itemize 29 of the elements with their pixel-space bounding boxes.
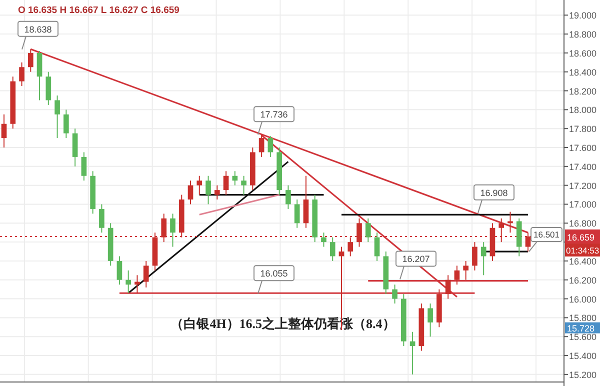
y-tick-label: 18.800 (569, 30, 597, 40)
y-tick-label: 17.800 (569, 124, 597, 134)
annotation: O 16.635 H 16.667 L 16.627 C 16.659 (18, 5, 180, 16)
ref-line-label: 16.659 (567, 232, 595, 242)
y-tick-label: 16.000 (569, 294, 597, 304)
text: 15.728 (567, 323, 595, 334)
y-tick-label: 19.000 (569, 10, 597, 21)
annotation: 16.908 (480, 188, 508, 198)
y-tick-label: 18.000 (569, 105, 597, 116)
y-tick-label: 16.200 (569, 275, 597, 286)
text: 01:34:53 (566, 245, 600, 256)
y-tick-label: 17.000 (569, 200, 597, 210)
y-tick-label: 15.600 (569, 332, 597, 342)
y-tick-label: 17.400 (569, 162, 597, 172)
text: 16.501 (534, 230, 560, 240)
y-tick-label: 18.200 (569, 86, 597, 96)
y-tick-label: 15.800 (569, 313, 597, 324)
annotation: 17.736 (260, 110, 288, 120)
annotation: 18.638 (24, 24, 52, 34)
y-tick-label: 15.400 (569, 351, 597, 362)
y-tick-label: 18.600 (569, 48, 597, 58)
y-tick-label: 15.200 (569, 370, 597, 380)
y-tick-label: 16.800 (569, 218, 597, 229)
annotation: 16.055 (260, 268, 288, 279)
annotation: 16.207 (402, 254, 430, 264)
y-tick-label: 17.200 (569, 180, 597, 191)
y-tick-label: 17.600 (569, 143, 597, 154)
y-tick-label: 18.400 (569, 67, 597, 78)
y-tick-label: 16.400 (569, 256, 597, 266)
